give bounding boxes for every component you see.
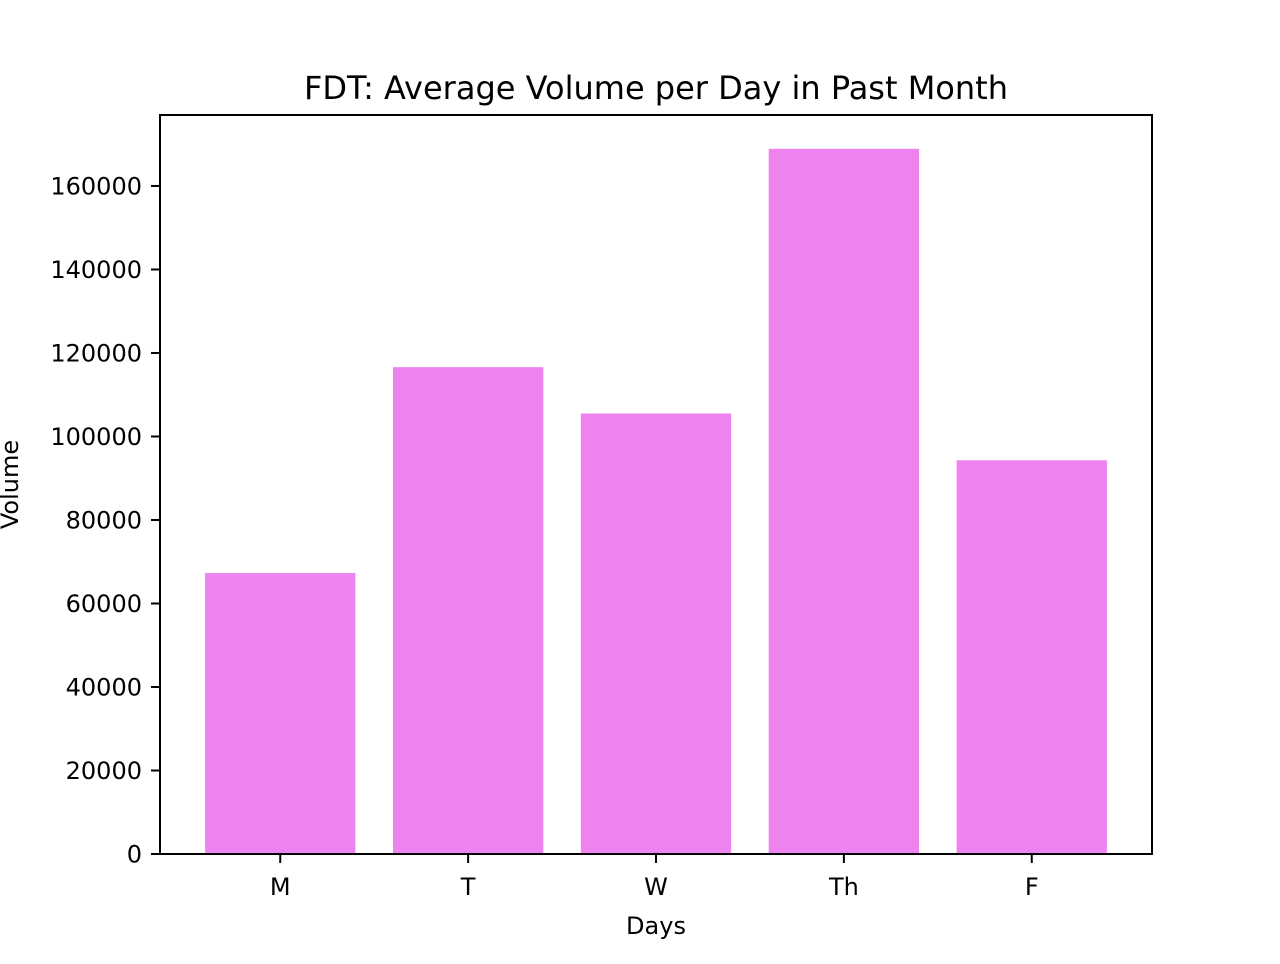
chart-title: FDT: Average Volume per Day in Past Mont… [304,69,1008,107]
bar-th [768,148,920,854]
y-tick-label: 160000 [50,172,142,200]
y-axis-label: Volume [0,440,24,529]
bar-t [392,367,544,854]
y-tick-label: 100000 [50,423,142,451]
x-tick-label: T [460,873,476,901]
x-axis-ticks: M T W Th F [270,854,1039,901]
y-axis-ticks: 0 20000 40000 60000 80000 100000 120000 140000 1… [50,172,160,869]
x-tick-label: Th [828,873,859,901]
bar-w [580,413,732,854]
x-tick-label: M [270,873,291,901]
bar-m [205,573,356,854]
y-tick-label: 140000 [50,256,142,284]
y-tick-label: 0 [127,841,142,869]
y-tick-label: 20000 [66,757,142,785]
y-tick-label: 80000 [66,506,142,534]
bars-group [205,148,1107,854]
plot-area-frame [159,114,1153,855]
bar-f [956,460,1107,854]
y-tick-label: 120000 [50,339,142,367]
x-tick-label: W [644,873,668,901]
x-axis-label: Days [626,912,686,940]
y-tick-label: 40000 [66,673,142,701]
y-tick-label: 60000 [66,590,142,618]
x-tick-label: F [1025,873,1039,901]
